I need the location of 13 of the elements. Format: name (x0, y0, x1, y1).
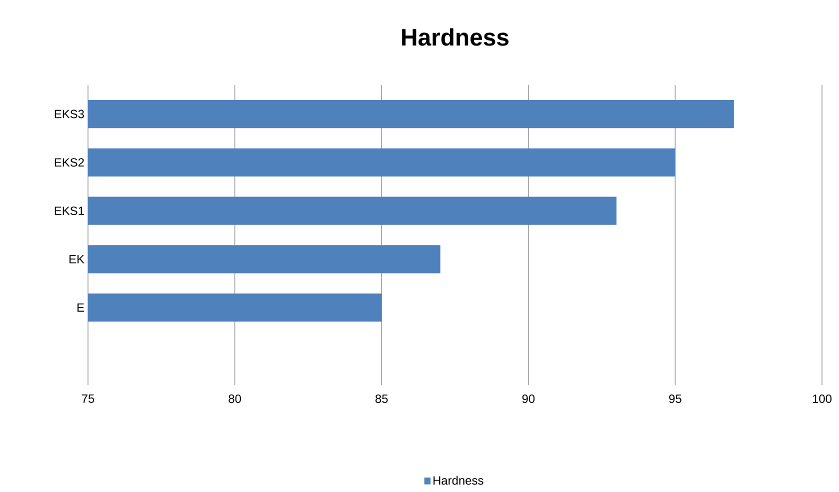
x-tick-label: 80 (228, 394, 241, 403)
y-tick-label: EKS3 (54, 110, 84, 118)
y-tick-label: EK (70, 255, 84, 264)
x-tick-label: 85 (375, 394, 388, 403)
y-tick-label: E (77, 303, 84, 312)
x-tick-label: 75 (82, 394, 94, 403)
x-tick-label: 95 (669, 394, 682, 403)
chart-title: Hardness (402, 28, 508, 46)
y-tick-label: EKS2 (54, 158, 84, 167)
x-tick-label: 100 (812, 394, 832, 403)
legend-label: Hardness (434, 476, 484, 485)
x-tick-label: 90 (522, 394, 535, 403)
y-tick-label: EKS1 (54, 206, 84, 216)
